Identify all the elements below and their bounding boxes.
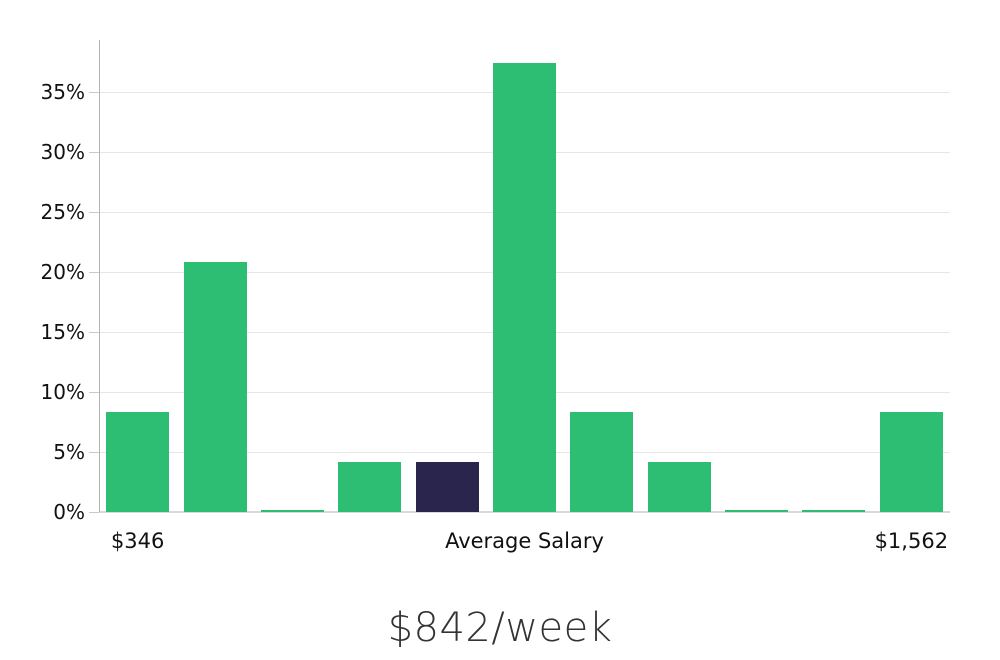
salary-bar-10[interactable]	[802, 509, 866, 512]
x-axis-baseline	[99, 511, 950, 513]
y-tick-mark	[89, 391, 99, 393]
y-tick-label-15%: 15%	[40, 319, 85, 344]
y-tick-label-30%: 30%	[40, 139, 85, 164]
salary-bar-3[interactable]	[260, 509, 324, 512]
salary-bar-6[interactable]	[493, 62, 556, 512]
y-tick-label-20%: 20%	[40, 259, 85, 284]
salary-bar-11[interactable]	[879, 412, 943, 512]
x-tick-label-0: $346	[110, 529, 165, 553]
x-tick-label-10: $1,562	[874, 529, 949, 553]
y-tick-label-35%: 35%	[40, 79, 85, 104]
y-tick-label-10%: 10%	[40, 379, 85, 404]
y-tick-mark	[89, 451, 99, 453]
highlighted-salary-bar[interactable]	[415, 461, 479, 512]
salary-bar-8[interactable]	[647, 461, 711, 512]
y-tick-label-0%: 0%	[53, 500, 85, 524]
y-tick-mark	[89, 211, 99, 213]
y-tick-label-5%: 5%	[53, 439, 85, 464]
y-axis-line	[99, 40, 100, 512]
y-tick-mark	[89, 512, 99, 513]
salary-bar-9[interactable]	[725, 509, 789, 512]
y-tick-mark	[89, 91, 99, 93]
y-tick-mark	[89, 331, 99, 333]
salary-bar-1[interactable]	[106, 412, 170, 512]
salary-bar-4[interactable]	[338, 461, 402, 512]
average-salary-per-week-title: $842/week	[387, 605, 613, 651]
salary-bar-7[interactable]	[570, 412, 634, 512]
x-tick-label-5: Average Salary	[445, 529, 604, 553]
y-tick-mark	[89, 271, 99, 273]
y-tick-mark	[89, 151, 99, 153]
salary-bar-2[interactable]	[183, 262, 247, 512]
y-tick-label-25%: 25%	[40, 199, 85, 224]
